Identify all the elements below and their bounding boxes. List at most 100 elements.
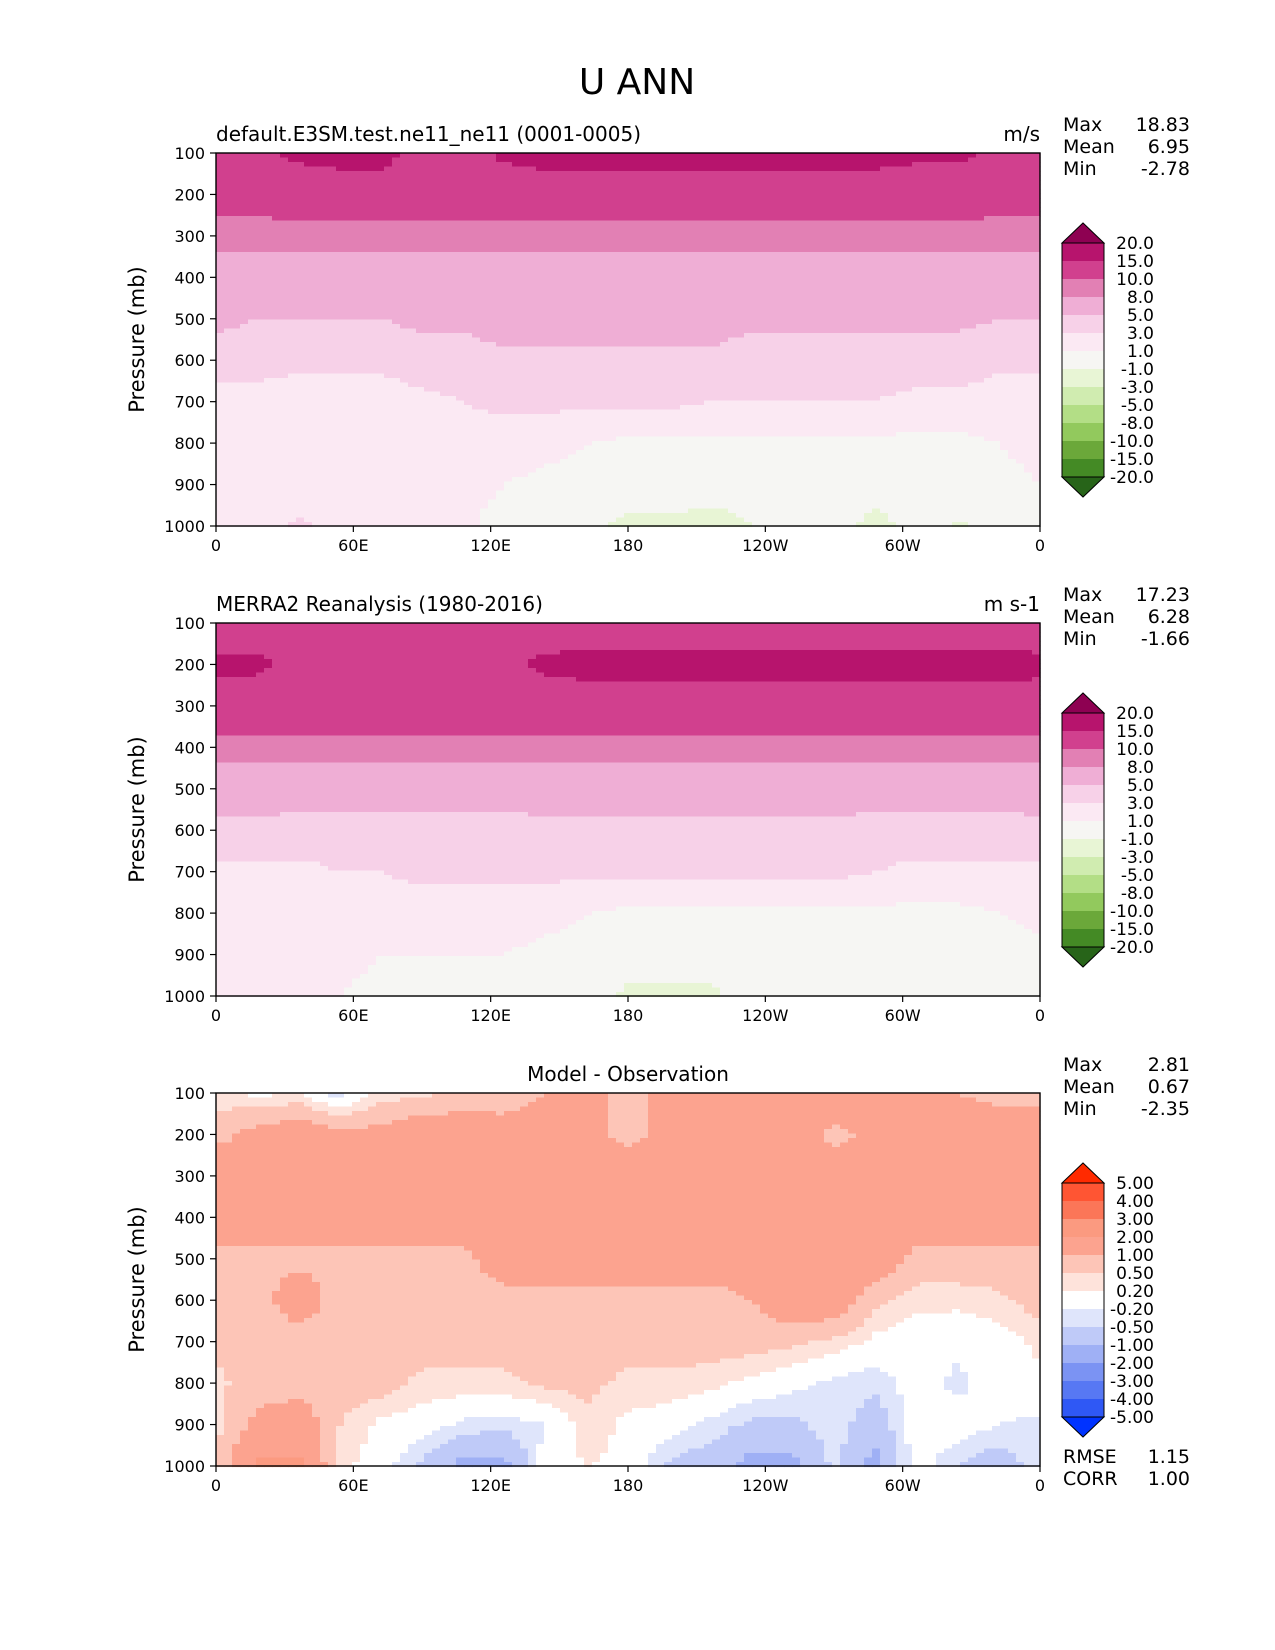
field-cell bbox=[600, 184, 609, 190]
field-cell bbox=[440, 184, 449, 190]
field-cell bbox=[576, 229, 585, 235]
field-cell bbox=[784, 153, 793, 159]
field-cell bbox=[1016, 162, 1025, 168]
field-cell bbox=[456, 274, 465, 280]
field-cell bbox=[720, 238, 729, 244]
field-cell bbox=[432, 274, 441, 280]
field-cell bbox=[1024, 171, 1033, 177]
field-cell bbox=[304, 328, 313, 334]
field-cell bbox=[1008, 238, 1017, 244]
field-cell bbox=[800, 229, 809, 235]
field-cell bbox=[296, 261, 305, 267]
field-cell bbox=[440, 319, 449, 325]
field-cell bbox=[808, 252, 817, 258]
field-cell bbox=[376, 319, 385, 325]
field-cell bbox=[960, 261, 969, 267]
field-cell bbox=[824, 238, 833, 244]
field-cell bbox=[288, 193, 297, 199]
field-cell bbox=[256, 238, 265, 244]
field-cell bbox=[480, 198, 489, 204]
field-cell bbox=[472, 355, 481, 361]
field-cell bbox=[376, 279, 385, 285]
field-cell bbox=[768, 283, 777, 289]
field-cell bbox=[384, 211, 393, 217]
field-cell bbox=[312, 252, 321, 258]
field-cell bbox=[1008, 193, 1017, 199]
field-cell bbox=[544, 198, 553, 204]
field-cell bbox=[224, 180, 233, 186]
field-cell bbox=[776, 171, 785, 177]
field-cell bbox=[832, 229, 841, 235]
field-cell bbox=[984, 333, 993, 339]
field-cell bbox=[224, 265, 233, 271]
field-cell bbox=[944, 153, 953, 159]
field-cell bbox=[552, 324, 561, 330]
field-cell bbox=[480, 252, 489, 258]
field-cell bbox=[224, 324, 233, 330]
field-cell bbox=[712, 310, 721, 316]
field-cell bbox=[904, 328, 913, 334]
field-cell bbox=[632, 342, 641, 348]
field-cell bbox=[912, 252, 921, 258]
field-cell bbox=[624, 171, 633, 177]
field-cell bbox=[440, 360, 449, 366]
field-cell bbox=[952, 207, 961, 213]
field-cell bbox=[616, 243, 625, 249]
field-cell bbox=[600, 225, 609, 231]
field-cell bbox=[952, 319, 961, 325]
field-cell bbox=[928, 220, 937, 226]
field-cell bbox=[328, 288, 337, 294]
field-cell bbox=[520, 265, 529, 271]
field-cell bbox=[464, 180, 473, 186]
field-cell bbox=[944, 288, 953, 294]
field-cell bbox=[456, 315, 465, 321]
field-cell bbox=[920, 198, 929, 204]
field-cell bbox=[472, 175, 481, 181]
field-cell bbox=[520, 346, 529, 352]
field-cell bbox=[504, 270, 513, 276]
field-cell bbox=[504, 351, 513, 357]
field-cell bbox=[664, 301, 673, 307]
field-cell bbox=[568, 301, 577, 307]
field-cell bbox=[784, 333, 793, 339]
field-cell bbox=[648, 351, 657, 357]
field-cell bbox=[312, 315, 321, 321]
field-cell bbox=[480, 265, 489, 271]
field-cell bbox=[248, 297, 257, 303]
field-cell bbox=[816, 243, 825, 249]
field-cell bbox=[584, 288, 593, 294]
field-cell bbox=[928, 274, 937, 280]
field-cell bbox=[544, 364, 553, 370]
field-cell bbox=[784, 225, 793, 231]
field-cell bbox=[712, 364, 721, 370]
field-cell bbox=[240, 184, 249, 190]
field-cell bbox=[264, 337, 273, 343]
field-cell bbox=[824, 319, 833, 325]
field-cell bbox=[824, 229, 833, 235]
field-cell bbox=[1000, 238, 1009, 244]
field-cell bbox=[216, 346, 225, 352]
field-cell bbox=[216, 216, 225, 222]
field-cell bbox=[488, 220, 497, 226]
field-cell bbox=[408, 184, 417, 190]
field-cell bbox=[400, 243, 409, 249]
field-cell bbox=[576, 364, 585, 370]
field-cell bbox=[320, 355, 329, 361]
field-cell bbox=[1008, 171, 1017, 177]
field-cell bbox=[312, 202, 321, 208]
field-cell bbox=[656, 157, 665, 163]
field-cell bbox=[728, 211, 737, 217]
field-cell bbox=[864, 207, 873, 213]
field-cell bbox=[776, 243, 785, 249]
field-cell bbox=[616, 180, 625, 186]
field-cell bbox=[600, 211, 609, 217]
field-cell bbox=[792, 184, 801, 190]
field-cell bbox=[368, 369, 377, 375]
field-cell bbox=[440, 162, 449, 168]
field-cell bbox=[528, 364, 537, 370]
field-cell bbox=[880, 306, 889, 312]
field-cell bbox=[352, 207, 361, 213]
field-cell bbox=[496, 238, 505, 244]
field-cell bbox=[528, 162, 537, 168]
field-cell bbox=[1000, 243, 1009, 249]
